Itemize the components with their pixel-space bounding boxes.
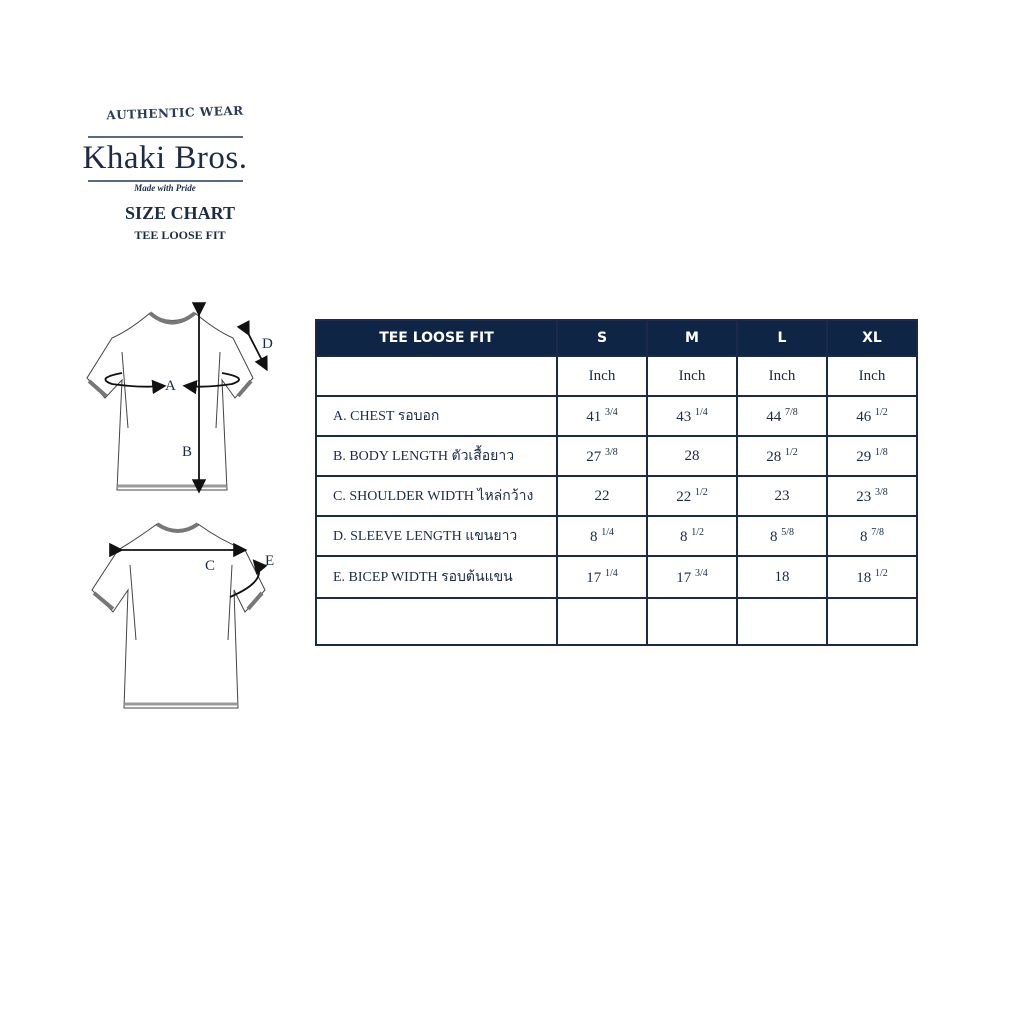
whole-number: 8 (769, 528, 778, 545)
whole-number: 27 (586, 448, 602, 465)
whole-number: 28 (684, 447, 700, 464)
size-value-cell: 27 3/8 (556, 435, 648, 477)
label-d: D (262, 336, 273, 352)
table-row: C. SHOULDER WIDTH ไหล่กว้าง 22 22 1/2 23 23 … (315, 475, 918, 517)
unit-cell (315, 355, 558, 397)
size-value-cell: 18 (736, 555, 828, 599)
size-value-cell: 46 1/2 (826, 395, 918, 437)
whole-number: 44 (766, 408, 782, 425)
logo-rule-bottom (88, 180, 243, 182)
size-value-cell: 44 7/8 (736, 395, 828, 437)
unit-cell: Inch (556, 355, 648, 397)
table-header-row: TEE LOOSE FIT S M L XL (315, 319, 918, 357)
brand-logo: Khaki Bros. (82, 140, 248, 176)
whole-number: 8 (589, 528, 598, 545)
row-label: D. SLEEVE LENGTH แขนยาว (315, 515, 558, 557)
size-value-cell: 28 (646, 435, 738, 477)
whole-number: 29 (856, 448, 872, 465)
fraction: 1/2 (874, 406, 888, 418)
size-value-cell: 17 3/4 (646, 555, 738, 599)
unit-cell: Inch (736, 355, 828, 397)
whole-number: 23 (856, 488, 872, 505)
whole-number: 18 (856, 569, 872, 586)
size-value-cell: 41 3/4 (556, 395, 648, 437)
page-title: SIZE CHART (125, 203, 235, 223)
fraction: 1/2 (694, 486, 708, 498)
size-value-cell: 18 1/2 (826, 555, 918, 599)
header-cell: S (556, 319, 648, 357)
table-row: E. BICEP WIDTH รอบต้นแขน 17 1/4 17 3/4 18 18… (315, 555, 918, 599)
fraction: 3/4 (604, 406, 618, 418)
fraction: 7/8 (871, 526, 885, 538)
fraction: 5/8 (781, 526, 795, 538)
size-chart-table: TEE LOOSE FIT S M L XL Inch Inch Inch In… (315, 319, 918, 646)
whole-number: 43 (676, 408, 692, 425)
header-cell: XL (826, 319, 918, 357)
logo-rule-top (88, 136, 243, 138)
fraction: 3/4 (694, 567, 708, 579)
size-value-cell: 8 7/8 (826, 515, 918, 557)
whole-number: 8 (679, 528, 688, 545)
whole-number: 22 (676, 488, 692, 505)
size-value-cell: 22 1/2 (646, 475, 738, 517)
empty-row (315, 597, 918, 646)
fraction: 3/8 (604, 446, 618, 458)
size-value-cell: 22 (556, 475, 648, 517)
back-tshirt (91, 522, 266, 709)
fraction: 1/2 (874, 567, 888, 579)
fraction: 7/8 (784, 406, 798, 418)
fraction: 3/8 (874, 486, 888, 498)
back-measure-arrows (109, 542, 268, 598)
whole-number: 41 (586, 408, 602, 425)
row-label: E. BICEP WIDTH รอบต้นแขน (315, 555, 558, 599)
unit-row: Inch Inch Inch Inch (315, 355, 918, 397)
page-subtitle: TEE LOOSE FIT (134, 228, 226, 242)
whole-number: 23 (774, 487, 790, 504)
whole-number: 22 (594, 487, 610, 504)
size-value-cell: 43 1/4 (646, 395, 738, 437)
size-value-cell: 28 1/2 (736, 435, 828, 477)
logo-tagline-bottom: Made with Pride (134, 183, 196, 193)
table-row: D. SLEEVE LENGTH แขนยาว 8 1/4 8 1/2 8 5/8 8 … (315, 515, 918, 557)
front-measure-arrows (104, 302, 268, 494)
whole-number: 28 (766, 448, 782, 465)
unit-cell: Inch (826, 355, 918, 397)
fraction: 1/4 (694, 406, 708, 418)
header-cell: L (736, 319, 828, 357)
table-row: A. CHEST รอบอก 41 3/4 43 1/4 44 7/8 46 1/2 (315, 395, 918, 437)
fraction: 1/8 (874, 446, 888, 458)
fraction: 1/4 (601, 526, 615, 538)
fraction: 1/2 (691, 526, 705, 538)
whole-number: 8 (859, 528, 868, 545)
size-value-cell: 8 1/4 (556, 515, 648, 557)
size-value-cell: 23 3/8 (826, 475, 918, 517)
table-row: B. BODY LENGTH ตัวเสื้อยาว 27 3/8 28 28 1/2… (315, 435, 918, 477)
whole-number: 46 (856, 408, 872, 425)
size-value-cell: 17 1/4 (556, 555, 648, 599)
label-b: B (182, 444, 192, 460)
label-c: C (205, 558, 215, 574)
header-cell: TEE LOOSE FIT (315, 319, 558, 357)
whole-number: 18 (774, 568, 790, 585)
header-cell: M (646, 319, 738, 357)
label-a: A (165, 378, 176, 394)
fraction: 1/2 (784, 446, 798, 458)
fraction: 1/4 (604, 567, 618, 579)
whole-number: 17 (676, 569, 692, 586)
size-value-cell: 8 5/8 (736, 515, 828, 557)
size-value-cell: 23 (736, 475, 828, 517)
row-label: C. SHOULDER WIDTH ไหล่กว้าง (315, 475, 558, 517)
size-value-cell: 8 1/2 (646, 515, 738, 557)
row-label: A. CHEST รอบอก (315, 395, 558, 437)
front-tshirt (86, 311, 254, 491)
whole-number: 17 (586, 569, 602, 586)
row-label: B. BODY LENGTH ตัวเสื้อยาว (315, 435, 558, 477)
unit-cell: Inch (646, 355, 738, 397)
label-e: E (265, 553, 274, 569)
size-value-cell: 29 1/8 (826, 435, 918, 477)
